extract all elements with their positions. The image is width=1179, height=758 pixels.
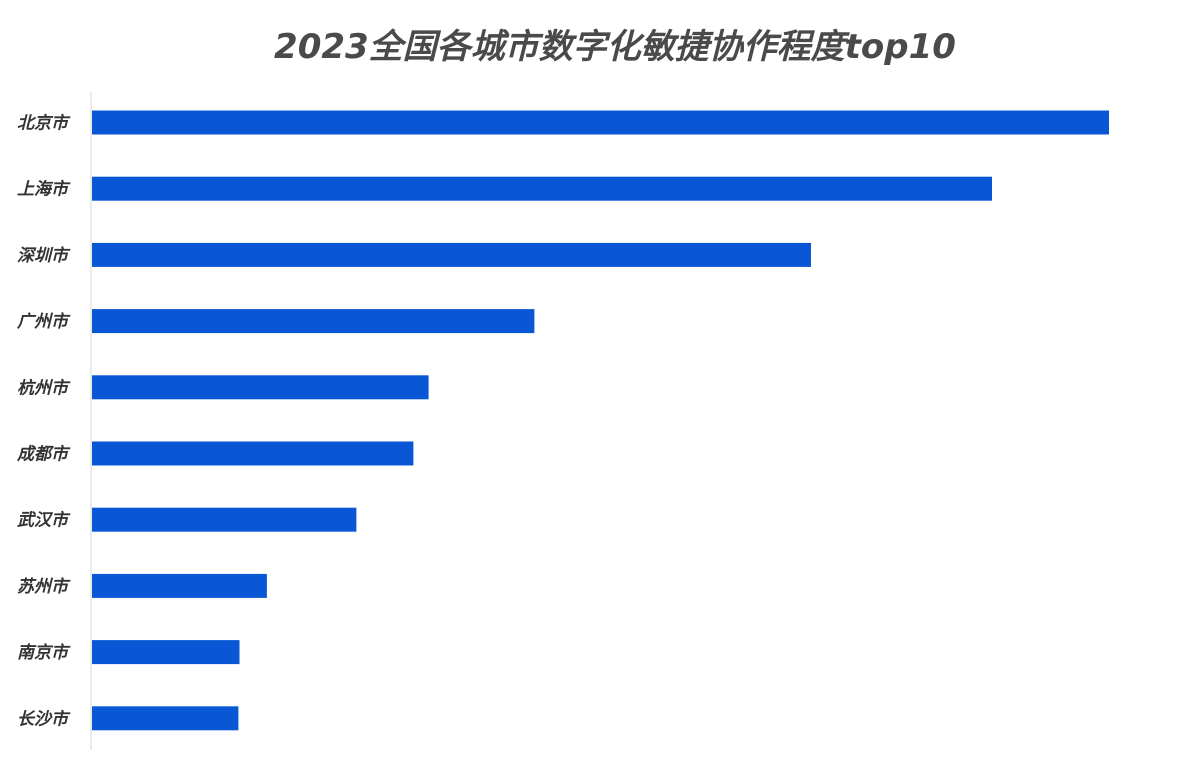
bar (92, 242, 811, 267)
bar (92, 309, 535, 334)
bar (92, 375, 429, 400)
category-label: 南京市 (17, 643, 71, 663)
category-label: 杭州市 (17, 378, 71, 398)
bar (92, 640, 240, 665)
category-label: 北京市 (17, 114, 71, 134)
category-label: 长沙市 (17, 709, 71, 729)
bar (92, 706, 239, 731)
bar (92, 176, 992, 201)
bar (92, 573, 267, 598)
category-label: 深圳市 (17, 246, 71, 266)
bar (92, 441, 414, 466)
bars-layer (92, 110, 1109, 731)
category-label: 上海市 (17, 180, 71, 200)
category-label: 成都市 (16, 445, 71, 465)
bar (92, 507, 357, 532)
category-label: 广州市 (16, 312, 71, 332)
bar (92, 110, 1109, 135)
chart-title: 2023全国各城市数字化敏捷协作程度top10 (274, 27, 956, 67)
category-label: 武汉市 (17, 511, 71, 531)
category-label: 苏州市 (17, 577, 71, 597)
